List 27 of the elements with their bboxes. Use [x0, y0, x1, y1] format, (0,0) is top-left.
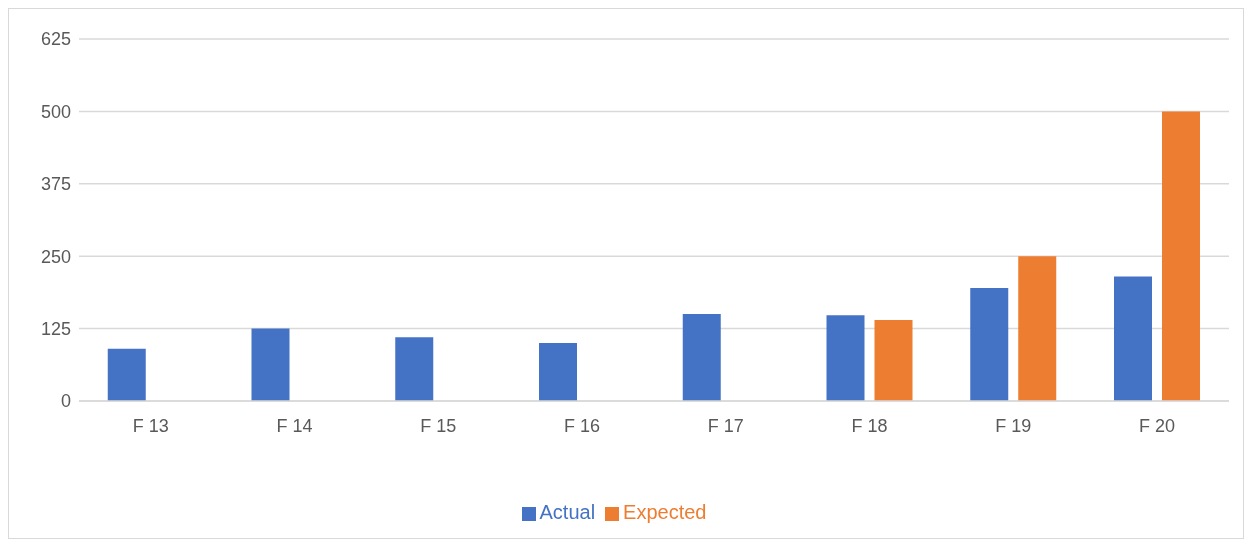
bar: [539, 343, 577, 401]
y-tick-label: 125: [40, 318, 71, 339]
legend-label: Actual: [539, 501, 596, 523]
bar: [874, 319, 913, 401]
y-tick-label: 500: [40, 101, 71, 122]
bar: [1162, 111, 1200, 401]
bar: [251, 328, 290, 401]
x-tick-label: F 14: [276, 415, 313, 436]
bar: [826, 315, 865, 401]
x-tick-label: F 20: [1139, 415, 1176, 436]
x-tick-label: F 19: [995, 415, 1032, 436]
y-tick-label: 625: [40, 29, 71, 50]
y-tick-label: 0: [60, 391, 71, 412]
x-tick-label: F 15: [420, 415, 457, 436]
x-tick-label: F 18: [851, 415, 888, 436]
x-tick-label: F 17: [707, 415, 744, 436]
bar: [395, 337, 434, 401]
bar: [1114, 276, 1152, 401]
y-tick-label: 375: [40, 174, 71, 195]
legend-label: Expected: [623, 501, 707, 523]
y-tick-label: 250: [40, 246, 71, 267]
bar: [107, 348, 146, 401]
bar: [682, 314, 721, 401]
bar: [970, 288, 1009, 401]
bar: [1018, 256, 1057, 401]
x-tick-label: F 16: [564, 415, 601, 436]
x-tick-label: F 13: [132, 415, 169, 436]
